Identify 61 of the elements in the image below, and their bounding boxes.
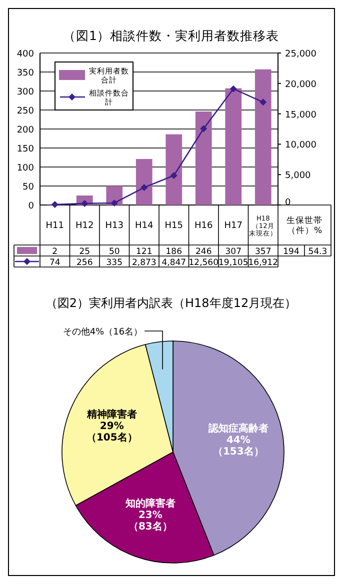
- data-label: 16,912: [248, 258, 278, 268]
- y-tick-label: 350: [16, 68, 34, 78]
- y-tick-label: 300: [16, 88, 34, 98]
- y-tick-label: 150: [16, 144, 34, 154]
- data-label: 12,560: [188, 258, 218, 268]
- x-tick-label: H13: [105, 221, 124, 231]
- point: [110, 199, 118, 206]
- point: [140, 184, 148, 192]
- y2-tick-label: 20,000: [285, 80, 317, 90]
- x-tick-label: H11: [46, 221, 64, 231]
- data-label: 29%（105名）: [86, 421, 138, 444]
- bar: [225, 88, 242, 205]
- chart-title: （図1）相談件数・実利用者数推移表: [63, 28, 279, 43]
- x-tick-label: H15: [164, 221, 183, 231]
- data-label: 4,847: [162, 258, 186, 268]
- data-label: 50: [108, 247, 120, 257]
- data-label: 19,105: [218, 258, 248, 268]
- y-tick-label: 200: [16, 126, 34, 136]
- chart-title: （図2）実利用者内訳表（H18年度12月現在）: [45, 296, 297, 310]
- x-tick-label: H17: [224, 221, 242, 231]
- data-label: 307: [225, 247, 242, 257]
- text: 194: [283, 247, 300, 257]
- data-label: 44%（153名）: [212, 435, 264, 458]
- text: 生保世帯（件）%: [286, 215, 322, 236]
- data-label: 74: [49, 258, 60, 268]
- data-label: 246: [196, 247, 212, 257]
- y2-tick-label: 5,000: [285, 171, 312, 182]
- point: [230, 85, 237, 92]
- data-label: 121: [136, 247, 152, 257]
- data-label: 25: [79, 247, 90, 257]
- point: [260, 98, 267, 106]
- y2-tick-label: 15,000: [285, 110, 317, 120]
- data-label: 357: [255, 247, 272, 257]
- bar: [136, 159, 152, 205]
- y-tick-label: 250: [16, 106, 34, 116]
- slice-label: 知的障害者: [124, 498, 176, 510]
- y-tick-label: 50: [22, 182, 34, 192]
- data-label: 335: [106, 258, 122, 268]
- y-tick-label: 0: [28, 202, 34, 212]
- point: [170, 172, 178, 180]
- data-label: 23%（83名）: [128, 510, 172, 533]
- x-tick-label: H12: [76, 221, 94, 231]
- y2-tick-label: 10,000: [285, 140, 317, 151]
- slice-label: その他4%（16名）: [62, 326, 143, 338]
- x-tick-label: H14: [135, 221, 154, 231]
- data-label: 2,873: [132, 258, 156, 268]
- text: 54.3: [308, 247, 328, 257]
- data-label: 2: [52, 247, 58, 257]
- bar: [166, 134, 182, 205]
- bar: [254, 69, 272, 205]
- data-label: 256: [76, 258, 93, 268]
- slice-label: 精神障害者: [86, 408, 137, 421]
- slice-label: 認知症高齢者: [207, 422, 268, 435]
- data-label: 186: [166, 247, 182, 257]
- y-tick-label: 100: [16, 164, 34, 174]
- point: [51, 201, 58, 208]
- bar: [195, 112, 212, 205]
- x-tick-label: H16: [194, 221, 213, 231]
- y2-tick-label: 25,000: [285, 50, 317, 60]
- y-tick-label: 400: [16, 50, 34, 60]
- point: [200, 125, 208, 132]
